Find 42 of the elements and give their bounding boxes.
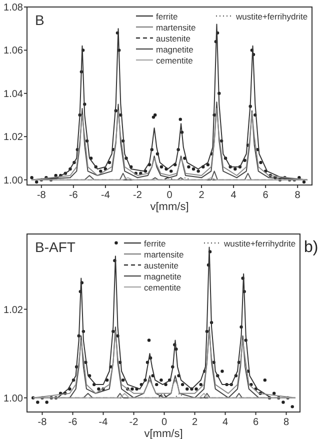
y-tick-label: 1.02	[4, 132, 24, 144]
x-tick-label: -2	[129, 417, 139, 428]
y-tick-label: 1.02	[4, 304, 24, 316]
y-tick-label: 1.00	[4, 175, 24, 186]
chart-title: B-AFT	[35, 239, 76, 255]
legend-label: magnetite	[144, 272, 182, 282]
x-tick-label: -8	[36, 190, 46, 201]
x-tick-label: -2	[133, 190, 142, 201]
y-tick-label: 1.08	[4, 2, 24, 14]
legend-label: martensite	[144, 250, 184, 260]
x-tick-label: 2	[192, 417, 198, 428]
y-tick-label: 1.06	[4, 46, 24, 57]
legend-label: magnetite	[156, 44, 194, 54]
x-tick-label: -6	[68, 417, 78, 428]
legend-label: wustite+ferrihydrite	[235, 12, 308, 22]
x-tick-label: 8	[283, 417, 290, 428]
legend-label: ferrite	[144, 238, 166, 248]
x-tick-label: 6	[252, 417, 259, 428]
x-tick-label: 8	[294, 190, 301, 201]
x-tick-label: -4	[101, 190, 110, 201]
x-axis-title: v[mm/s]	[150, 201, 189, 213]
legend-label: martensite	[156, 22, 196, 32]
x-tick-label: 2	[198, 190, 205, 201]
x-tick-label: 4	[222, 417, 228, 428]
y-tick-label: 1.04	[4, 88, 24, 100]
x-tick-label: -6	[68, 190, 78, 201]
x-tick-label: 0	[166, 190, 173, 201]
x-tick-label: 0	[161, 417, 168, 428]
legend-label: wustite+ferrihydrite	[223, 238, 296, 248]
legend-label: austenite	[144, 260, 179, 270]
x-tick-label: -8	[38, 417, 48, 428]
y-tick-label: 1.00	[4, 393, 24, 404]
text: b)	[304, 239, 318, 256]
legend-label: ferrite	[156, 12, 178, 22]
x-tick-label: 6	[262, 190, 269, 201]
legend-label: austenite	[156, 34, 191, 44]
legend-label: cementite	[144, 282, 182, 292]
x-tick-label: 4	[230, 190, 237, 201]
x-axis-title: v[mm/s]	[144, 428, 183, 439]
chart-title: B	[35, 12, 44, 28]
legend-label: cementite	[156, 56, 194, 66]
x-tick-label: -4	[98, 417, 108, 428]
